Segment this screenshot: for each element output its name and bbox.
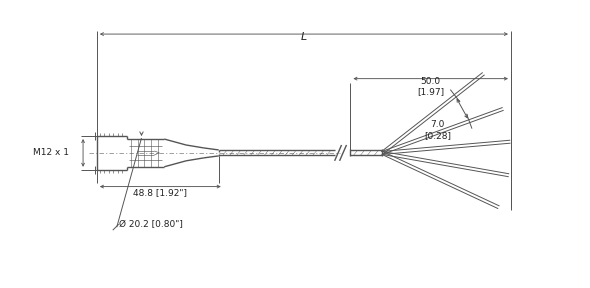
Text: Ø 20.2 [0.80"]: Ø 20.2 [0.80"] [119, 220, 182, 229]
Text: 50.0
[1.97]: 50.0 [1.97] [417, 77, 444, 96]
Text: L: L [301, 32, 307, 42]
Text: 48.8 [1.92"]: 48.8 [1.92"] [133, 189, 187, 198]
Text: M12 x 1: M12 x 1 [32, 148, 68, 158]
Text: 7.0
[0.28]: 7.0 [0.28] [424, 120, 451, 140]
